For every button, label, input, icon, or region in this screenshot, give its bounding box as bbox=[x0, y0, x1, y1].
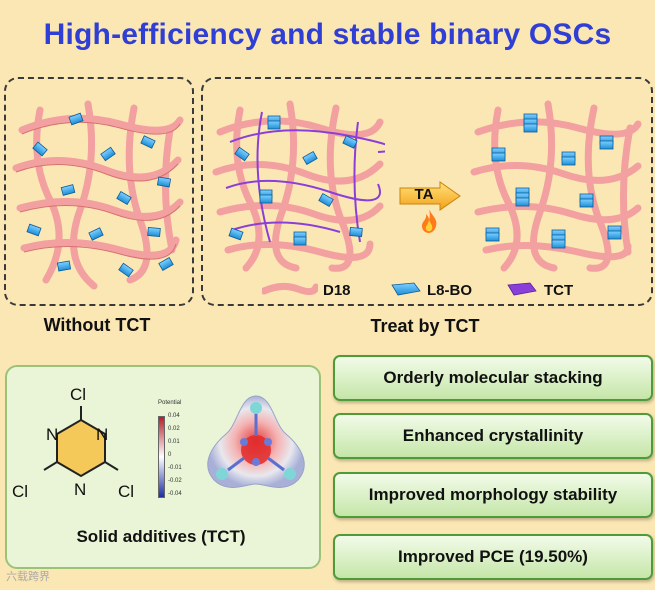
feature-box-pce: Improved PCE (19.50%) bbox=[333, 534, 653, 580]
n-atom-right: N bbox=[96, 425, 109, 444]
flame-icon bbox=[422, 209, 437, 233]
l8bo-legend-swatch bbox=[391, 282, 421, 296]
arrow-label: TA bbox=[414, 186, 434, 203]
esp-surface-map bbox=[207, 395, 305, 488]
tct-legend-swatch bbox=[507, 282, 537, 296]
d18-network-annealed bbox=[470, 100, 642, 272]
d18-legend-label: D18 bbox=[323, 282, 351, 299]
cl-atom-right: Cl bbox=[118, 482, 135, 501]
feature-box-morphology: Improved morphology stability bbox=[333, 472, 653, 518]
colorbar-tick: -0.01 bbox=[168, 465, 182, 471]
tct-legend-label: TCT bbox=[544, 282, 574, 299]
d18-legend-swatch bbox=[262, 282, 318, 296]
feature-box-crystallinity: Enhanced crystallinity bbox=[333, 413, 653, 459]
colorbar-tick: 0.04 bbox=[168, 413, 180, 419]
n-atom-bottom: N bbox=[74, 480, 87, 499]
colorbar bbox=[158, 416, 165, 498]
page-title: High-efficiency and stable binary OSCs bbox=[43, 18, 612, 51]
colorbar-tick: -0.02 bbox=[168, 478, 182, 484]
tct-molecule-structure bbox=[43, 406, 119, 478]
without-tct-panel bbox=[4, 77, 194, 306]
feature-box-stacking: Orderly molecular stacking bbox=[333, 355, 653, 401]
watermark: 六载跨界 bbox=[6, 571, 50, 583]
treat-by-tct-panel bbox=[201, 77, 653, 306]
solid-additives-caption: Solid additives (TCT) bbox=[76, 527, 246, 546]
l8bo-legend-label: L8-BO bbox=[427, 282, 472, 299]
cl-atom-top: Cl bbox=[70, 385, 87, 404]
n-atom-left: N bbox=[46, 425, 59, 444]
colorbar-tick: 0.01 bbox=[168, 439, 180, 445]
colorbar-tick: 0.02 bbox=[168, 426, 180, 432]
thermal-annealing-arrow bbox=[399, 181, 461, 211]
colorbar-tick: 0 bbox=[168, 452, 172, 458]
d18-network-with-tct bbox=[212, 100, 385, 272]
d18-network-without-tct bbox=[12, 100, 184, 290]
colorbar-title: Potential bbox=[158, 400, 182, 406]
treat-by-tct-caption: Treat by TCT bbox=[370, 316, 480, 336]
colorbar-tick: -0.04 bbox=[168, 491, 182, 497]
cl-atom-left: Cl bbox=[12, 482, 29, 501]
without-tct-caption: Without TCT bbox=[43, 315, 151, 335]
